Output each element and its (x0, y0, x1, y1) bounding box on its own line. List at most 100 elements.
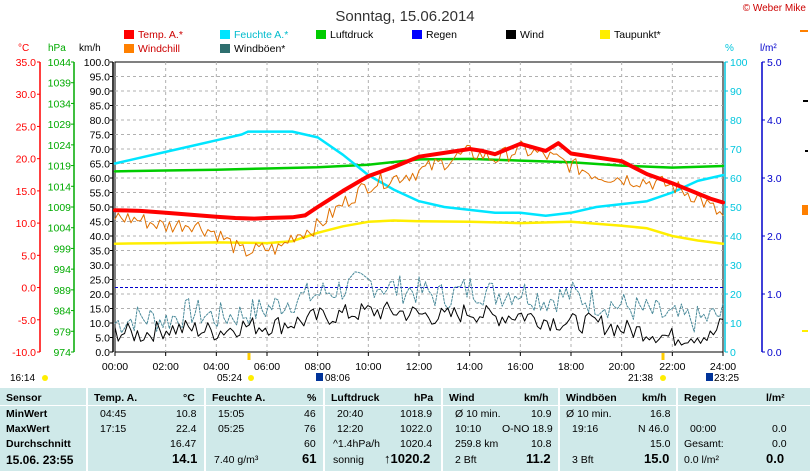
kmh-axis-tick-label: 65.0 (90, 159, 111, 171)
lm2-axis-tick-label: 3.0 (767, 173, 782, 185)
min-wind-label: Ø 10 min. (455, 408, 501, 420)
kmh-axis-tick-label: 100.0 (84, 57, 110, 69)
x-tick-label: 00:00 (102, 361, 128, 373)
legend-swatch (600, 30, 610, 39)
now-boeen-bft: 3 Bft (572, 454, 594, 466)
pct-axis-tick-label: 10 (730, 318, 742, 330)
temp-axis-tick-label: 35.0 (16, 57, 37, 69)
hpa-axis-tick-label: 994 (53, 264, 71, 276)
hpa-axis-tick-label: 974 (53, 347, 71, 359)
max-wind-time: 10:10 (455, 423, 482, 435)
now-wind-bft: 2 Bft (455, 454, 477, 466)
chart-series (113, 130, 725, 346)
legend-label: Temp. A.* (138, 29, 183, 41)
x-tick-label: 12:00 (406, 361, 432, 373)
kmh-axis-tick-label: 25.0 (90, 275, 111, 287)
kmh-axis-tick-label: 90.0 (90, 86, 111, 98)
legend-label: Taupunkt* (614, 29, 661, 41)
kmh-axis-tick-label: 85.0 (90, 101, 111, 113)
lm2-axis-tick-label: 1.0 (767, 289, 782, 301)
header-temp-unit: °C (183, 392, 195, 404)
temp-axis-tick-label: 30.0 (16, 89, 37, 101)
temp-axis-tick-label: 5.0 (21, 250, 36, 262)
x-axis: 00:00 02:00 04:00 06:00 08:00 10:00 12:00 14:00… (102, 352, 736, 373)
now-feuchte-abs: 7.40 g/m³ (214, 454, 259, 466)
header-luftdruck-unit: hPa (414, 392, 434, 404)
moonrise-label: 08:06 (325, 373, 350, 384)
temp-axis-tick-label: 25.0 (16, 121, 37, 133)
series-luftdruck-line (113, 157, 725, 173)
moonset-icon (706, 373, 713, 381)
series-taupunkt-line (113, 219, 725, 245)
now-regen-val: 0.0 (766, 451, 785, 466)
avg-regen-val: 0.0 (772, 438, 787, 450)
series-wind-line (114, 301, 724, 346)
max-temp-val: 22.4 (176, 423, 197, 435)
min-boeen-label: Ø 10 min. (566, 408, 612, 420)
x-tick-label: 24:00 (710, 361, 736, 373)
min-feuchte-val: 46 (304, 408, 316, 420)
x-tick-label: 10:00 (355, 361, 381, 373)
legend-swatch (316, 30, 326, 39)
stats-table: Sensor Temp. A. °C Feuchte A. % Luftdruc… (0, 388, 810, 471)
legend-label: Windböen* (234, 43, 285, 55)
left-time-label: 16:14 (10, 373, 35, 384)
series-temp-a-line (113, 141, 725, 221)
legend-label: Wind (520, 29, 544, 41)
x-tick-label: 14:00 (457, 361, 483, 373)
sunset-icon (660, 375, 666, 381)
sunrise-label: 05:24 (217, 373, 242, 384)
max-feuchte-time: 05:25 (218, 423, 245, 435)
legend-swatch (506, 30, 516, 39)
x-tick-label: 22:00 (659, 361, 685, 373)
min-temp-time: 04:45 (100, 408, 127, 420)
right-edge-fragments (800, 30, 808, 332)
max-regen-val: 0.0 (772, 423, 787, 435)
hpa-axis-tick-label: 1029 (48, 119, 72, 131)
lm2-axis-tick-label: 5.0 (767, 57, 782, 69)
lm2-axis-tick-label: 4.0 (767, 115, 782, 127)
axis-unit-temp: °C (18, 43, 29, 54)
pct-axis-tick-label: 80 (730, 115, 742, 127)
row-now-label: 15.06. 23:55 (6, 453, 74, 467)
hpa-axis-tick-label: 999 (53, 243, 71, 255)
now-temp-val: 14.1 (172, 451, 198, 466)
pct-axis-tick-label: 40 (730, 231, 742, 243)
kmh-axis-tick-label: 60.0 (90, 173, 111, 185)
now-feuchte-val: 61 (302, 451, 317, 466)
now-regen-rate: 0.0 l/m² (684, 454, 720, 466)
min-druck-time: 20:40 (337, 408, 364, 420)
max-temp-time: 17:15 (100, 423, 127, 435)
now-wind-val: 11.2 (526, 451, 551, 466)
hpa-axis-tick-label: 1009 (48, 202, 72, 214)
kmh-axis-tick-label: 80.0 (90, 115, 111, 127)
chart-legend: Temp. A.* Feuchte A.* Luftdruck Regen Wind Ta… (124, 29, 661, 55)
moonrise-icon (316, 373, 323, 381)
row-max-label: MaxWert (6, 423, 50, 435)
kmh-axis-tick-label: 35.0 (90, 246, 111, 258)
sunset-label: 21:38 (628, 373, 653, 384)
hpa-axis-tick-label: 984 (53, 306, 71, 318)
max-boeen-time: 19:16 (572, 423, 599, 435)
avg-temp-val: 16.47 (170, 438, 197, 450)
min-wind-val: 10.9 (531, 408, 552, 420)
x-tick-label: 20:00 (609, 361, 635, 373)
temp-axis-tick-label: 10.0 (16, 218, 37, 230)
hpa-axis-tick-label: 1024 (48, 140, 72, 152)
min-boeen-val: 16.8 (650, 408, 671, 420)
kmh-axis-tick-label: 70.0 (90, 144, 111, 156)
avg-druck-trend: ^1.4hPa/h (333, 438, 380, 450)
hpa-axis-tick-label: 1004 (48, 223, 72, 235)
kmh-axis-tick-label: 55.0 (90, 188, 111, 200)
legend-label: Regen (426, 29, 457, 41)
header-wind-unit: km/h (524, 392, 549, 404)
series-windb-en-line (114, 271, 724, 334)
min-feuchte-time: 15:05 (218, 408, 245, 420)
header-sensor: Sensor (6, 392, 42, 404)
kmh-axis-tick-label: 20.0 (90, 289, 111, 301)
kmh-axis-tick-label: 0.0 (95, 347, 110, 359)
avg-boeen-val: 15.0 (650, 438, 671, 450)
header-feuchte-unit: % (307, 392, 317, 404)
max-regen-time: 00:00 (690, 423, 717, 435)
